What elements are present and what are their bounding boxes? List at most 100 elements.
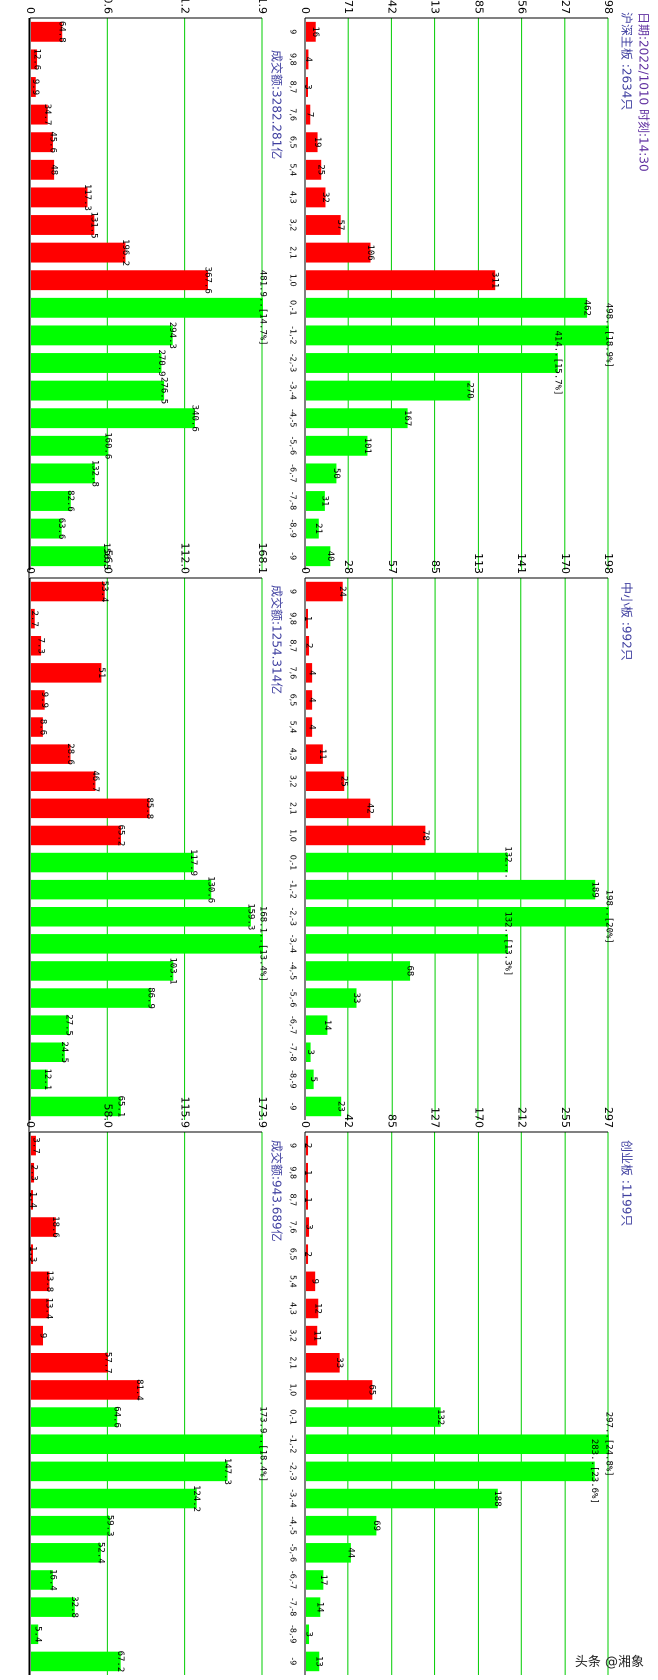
category-label: -2,-3 [289, 1462, 298, 1481]
value-label: 9.9 [39, 692, 49, 708]
value-label: 63.6 [56, 518, 66, 540]
value-label: 27.5 [63, 1014, 73, 1036]
value-label: 13 [314, 1656, 324, 1667]
bar [31, 906, 251, 927]
panel-3: 0 56.0 112.0 168.1 53.4 2.7 7.3 51 9.9 8.6 28.6 46.… [24, 543, 269, 1120]
tick-label: 0 [24, 567, 37, 574]
bar [306, 270, 496, 291]
value-label: 167 [402, 410, 412, 426]
value-label: 2 [303, 643, 313, 648]
value-label: 64.6 [112, 1406, 122, 1428]
tick-label: 297 [602, 1107, 615, 1128]
tick-label: 28 [342, 560, 355, 574]
bar [306, 1015, 328, 1035]
value-label: 9 [310, 1279, 320, 1284]
value-label: 69 [371, 1520, 381, 1531]
value-label: 1.4 [27, 1192, 37, 1208]
category-label: 9 [289, 589, 298, 594]
bar [306, 608, 308, 629]
value-label: 132... [502, 846, 512, 879]
bar [306, 1515, 377, 1536]
category-label: 0,-1 [289, 1409, 298, 1425]
tick-label: 85 [429, 560, 442, 574]
category-label: -7,-8 [289, 492, 298, 511]
value-label: 86.9 [145, 987, 155, 1009]
category-label: -6,-7 [289, 1571, 298, 1590]
value-label: 33 [351, 993, 361, 1004]
bar [31, 1488, 197, 1509]
bar [306, 132, 318, 153]
bar [306, 1271, 316, 1292]
bar [31, 1217, 56, 1237]
value-label: 19 [312, 137, 322, 148]
bar [31, 1271, 50, 1292]
tick-label: 0 [24, 7, 37, 14]
bar [306, 1434, 609, 1454]
board-small-title: 中小板 :992只 [620, 582, 635, 661]
bar [306, 852, 508, 873]
value-label: 294.3 [167, 322, 177, 349]
value-label: 101 [362, 438, 372, 454]
bar [31, 798, 150, 819]
gem-amount-title: 成交额:943.689亿 [270, 1140, 285, 1242]
bar [306, 353, 558, 373]
bar [306, 518, 319, 539]
bar [31, 1624, 39, 1645]
bar [31, 1298, 49, 1319]
board-gem-title: 创业板 :1199只 [620, 1140, 634, 1226]
value-label: 21 [313, 523, 323, 534]
tick-label: 142 [385, 0, 398, 14]
value-label: 33 [334, 1357, 344, 1368]
bar [306, 1069, 314, 1090]
bar [31, 1135, 36, 1156]
bar [306, 1217, 310, 1237]
value-label: 16 [310, 26, 320, 37]
bar [306, 635, 310, 656]
value-label: 5 [308, 1077, 318, 1082]
bar [306, 663, 313, 683]
bar [31, 581, 105, 602]
tick-label: 42 [342, 1114, 355, 1128]
tick-label: 168.1 [256, 543, 269, 575]
category-label: 9,8 [289, 53, 298, 66]
category-label: 5,4 [289, 721, 298, 734]
value-label: 117.3 [82, 184, 92, 211]
category-label: -4,-5 [289, 409, 298, 428]
value-label: 106 [365, 244, 375, 260]
value-label: 2.7 [29, 611, 39, 627]
value-label: 45.6 [47, 131, 57, 153]
tick-label: 213 [429, 0, 442, 14]
bar [306, 1135, 309, 1156]
value-label: 81.4 [134, 1379, 144, 1401]
category-label: 6,5 [289, 694, 298, 707]
tick-label: 115.9 [179, 1097, 192, 1129]
tick-label: 85 [386, 1114, 399, 1128]
value-label: 13.4 [43, 1298, 53, 1320]
bar [306, 1325, 318, 1346]
bar [31, 771, 96, 792]
tick-label: 113 [472, 553, 485, 574]
value-label: 65 [367, 1385, 377, 1396]
category-label: 7,6 [289, 108, 298, 121]
value-label: 2 [302, 1251, 312, 1256]
bar [306, 1380, 373, 1400]
category-label: -2,-3 [289, 908, 298, 927]
value-label: 340.6 [189, 405, 199, 432]
category-label: -5,-6 [289, 1544, 298, 1563]
value-label: 8.6 [37, 719, 47, 735]
category-label: -8,-9 [289, 519, 298, 538]
value-label: 12.1 [42, 1069, 52, 1091]
category-label: -3,-4 [289, 1489, 298, 1508]
value-label: 173.9..[18.4%] [257, 1406, 267, 1482]
value-label: 13.8 [44, 1270, 54, 1292]
category-label: 2,1 [289, 802, 298, 815]
value-label: 32.8 [69, 1596, 79, 1618]
bar [31, 1190, 33, 1210]
bar [306, 1651, 320, 1672]
value-label: 14 [322, 1020, 332, 1031]
category-label: 3,2 [289, 1329, 298, 1342]
value-label: 65.1 [115, 1096, 125, 1118]
bar [306, 879, 596, 900]
value-label: 11 [312, 1330, 322, 1341]
value-label: 23 [336, 1101, 346, 1112]
